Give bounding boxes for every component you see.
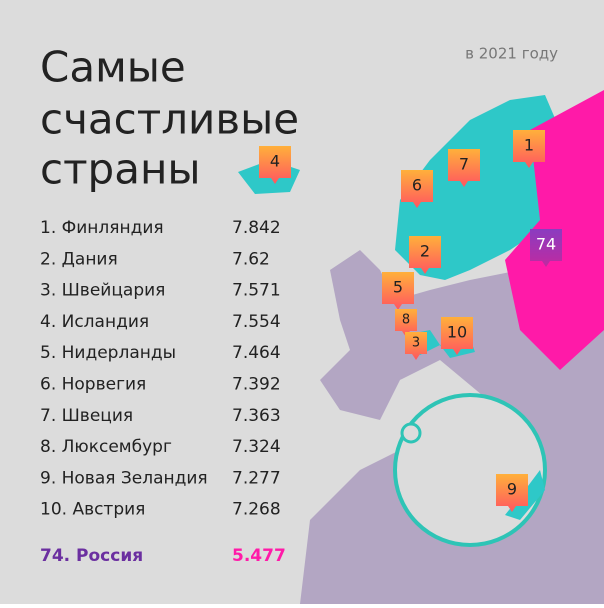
pin: 2 xyxy=(409,236,441,274)
pin-shape xyxy=(441,317,473,355)
score: 7.392 xyxy=(232,375,281,395)
title: Самые xyxy=(40,43,186,92)
subtitle: в 2021 году xyxy=(465,45,558,63)
pin: 4 xyxy=(259,146,291,184)
country: 5. Нидерланды xyxy=(40,343,176,363)
pin-shape xyxy=(496,474,528,512)
title: счастливые xyxy=(40,95,299,144)
country: 6. Норвегия xyxy=(40,375,146,395)
inset xyxy=(393,393,547,547)
score: 7.62 xyxy=(232,249,270,269)
pin-shape xyxy=(409,236,441,274)
score: 7.363 xyxy=(232,406,281,426)
score: 7.554 xyxy=(232,312,281,332)
pin-shape xyxy=(530,229,562,267)
pin-label: 2 xyxy=(420,242,430,261)
pin: 10 xyxy=(441,317,473,355)
pin-shape xyxy=(382,272,414,310)
pin-label: 9 xyxy=(507,480,517,499)
map xyxy=(238,90,604,604)
score: 7.464 xyxy=(232,343,281,363)
title: страны xyxy=(40,145,201,194)
score: 7.324 xyxy=(232,437,281,457)
pin-shape xyxy=(513,130,545,168)
pin-label: 8 xyxy=(402,313,410,328)
country: 4. Исландия xyxy=(40,312,149,332)
country: 7. Швеция xyxy=(40,406,133,426)
pin-label: 5 xyxy=(393,278,403,297)
score: 5.477 xyxy=(232,546,286,566)
pin: 9 xyxy=(496,474,528,512)
pin: 5 xyxy=(382,272,414,310)
pin-shape xyxy=(259,146,291,184)
score: 7.268 xyxy=(232,500,281,520)
country: 10. Австрия xyxy=(40,500,145,520)
pin-label: 3 xyxy=(412,336,420,351)
pin-label: 6 xyxy=(412,176,422,195)
pin-label: 10 xyxy=(447,323,467,342)
pin-label: 1 xyxy=(524,136,534,155)
pin: 8 xyxy=(395,309,417,337)
pin: 6 xyxy=(401,170,433,208)
pin: 7 xyxy=(448,149,480,187)
country: 2. Дания xyxy=(40,249,118,269)
score: 7.571 xyxy=(232,281,281,301)
country: 1. Финляндия xyxy=(40,218,164,238)
pin-shape xyxy=(405,332,427,360)
pin: 74 xyxy=(530,229,562,267)
pins: 4 6 7 1 2 74 5 83 10 9 xyxy=(259,130,562,512)
pin-label: 7 xyxy=(459,155,469,174)
inset-marker xyxy=(400,422,422,444)
country: 8. Люксембург xyxy=(40,437,172,457)
score: 7.842 xyxy=(232,218,281,238)
country: 3. Швейцария xyxy=(40,281,165,301)
country: 74. Россия xyxy=(40,546,143,566)
pin-shape xyxy=(448,149,480,187)
pin: 3 xyxy=(405,332,427,360)
pin: 1 xyxy=(513,130,545,168)
score: 7.277 xyxy=(232,468,281,488)
pin-shape xyxy=(401,170,433,208)
pin-label: 74 xyxy=(536,235,556,254)
ranking: 1. Финляндия 7.842 2. Дания 7.62 3. Швейцари… xyxy=(40,218,286,566)
pin-shape xyxy=(395,309,417,337)
country: 9. Новая Зеландия xyxy=(40,468,208,488)
pin-label: 4 xyxy=(270,152,280,171)
